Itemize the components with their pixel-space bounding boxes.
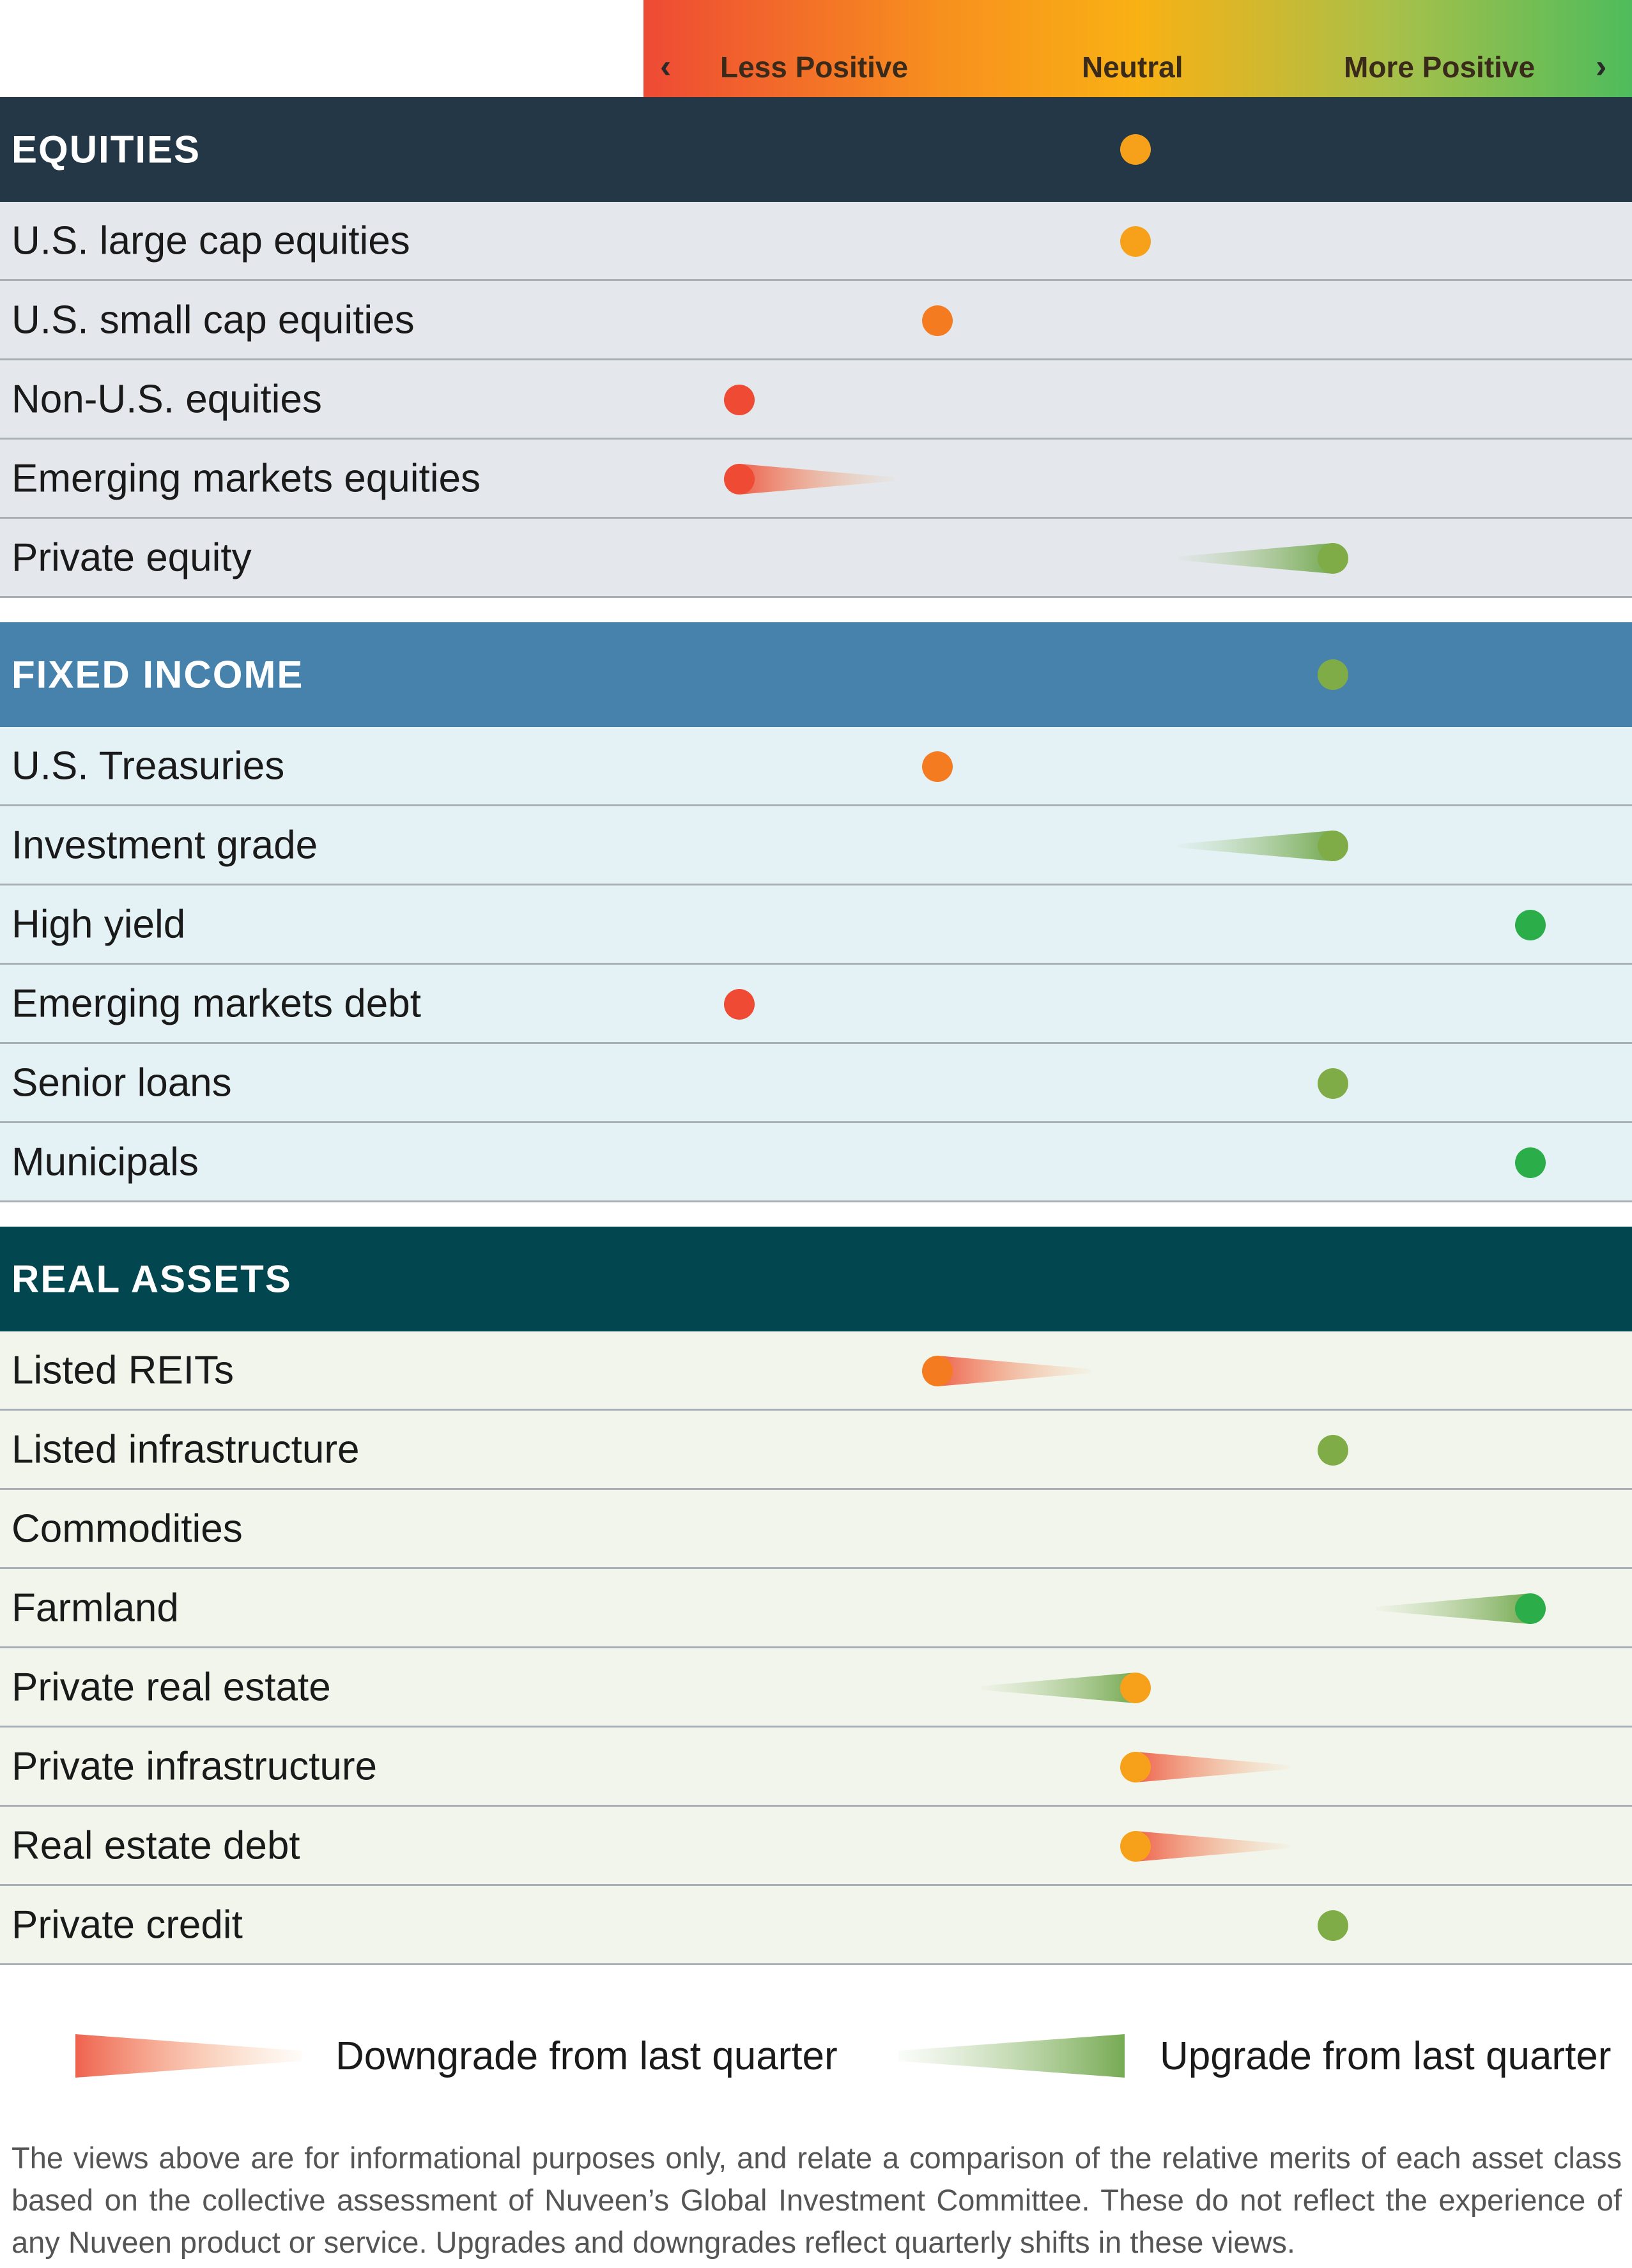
asset-class-label: U.S. small cap equities <box>12 298 415 342</box>
upgrade-legend-icon <box>898 2034 1125 2078</box>
table-row: Real estate debt <box>0 1807 1632 1886</box>
table-row: Non-U.S. equities <box>0 360 1632 440</box>
scale-label-more-positive: More Positive <box>1344 50 1536 84</box>
equities-section-header: EQUITIES <box>0 97 1632 202</box>
asset-class-label: Non-U.S. equities <box>12 377 322 421</box>
asset-class-label: U.S. Treasuries <box>12 744 285 788</box>
asset-class-label: Emerging markets debt <box>12 981 421 1025</box>
scale-label-less-positive: Less Positive <box>720 50 909 84</box>
asset-class-label: Investment grade <box>12 823 318 867</box>
asset-class-label: Senior loans <box>12 1061 232 1105</box>
asset-class-label: Private equity <box>12 535 252 579</box>
table-row: Emerging markets equities <box>0 440 1632 519</box>
fixed-income-section-header: FIXED INCOME <box>0 622 1632 727</box>
asset-class-label: Listed infrastructure <box>12 1427 360 1471</box>
table-row: Private credit <box>0 1886 1632 1965</box>
table-row: Senior loans <box>0 1044 1632 1123</box>
asset-class-label: Emerging markets equities <box>12 456 481 500</box>
asset-class-label: Municipals <box>12 1140 199 1184</box>
disclaimer-footnote: The views above are for informational pu… <box>12 2141 1622 2259</box>
scale-label-neutral: Neutral <box>1082 50 1183 84</box>
table-row: Private equity <box>0 519 1632 598</box>
section-title: EQUITIES <box>12 128 201 171</box>
real-assets-section-header: REAL ASSETS <box>0 1227 1632 1331</box>
asset-class-label: Private infrastructure <box>12 1744 377 1788</box>
asset-class-label: Private real estate <box>12 1665 331 1709</box>
table-row: Listed infrastructure <box>0 1411 1632 1490</box>
table-row: Emerging markets debt <box>0 965 1632 1044</box>
table-row: U.S. large cap equities <box>0 202 1632 281</box>
chevron-right-icon: › <box>1596 48 1607 85</box>
table-row: U.S. Treasuries <box>0 727 1632 806</box>
table-row: Private real estate <box>0 1648 1632 1728</box>
asset-class-label: U.S. large cap equities <box>12 218 410 263</box>
asset-class-label: Listed REITs <box>12 1348 235 1392</box>
section-title: FIXED INCOME <box>12 653 304 696</box>
table-row: Investment grade <box>0 806 1632 885</box>
asset-class-label: Commodities <box>12 1506 243 1551</box>
legend-downgrade-label: Downgrade from last quarter <box>335 2034 838 2078</box>
table-row: Farmland <box>0 1569 1632 1648</box>
asset-class-label: Farmland <box>12 1586 179 1630</box>
table-row: Private infrastructure <box>0 1728 1632 1807</box>
legend-upgrade-label: Upgrade from last quarter <box>1160 2034 1612 2078</box>
table-row: High yield <box>0 885 1632 965</box>
asset-class-label: High yield <box>12 902 186 946</box>
table-row: U.S. small cap equities <box>0 281 1632 360</box>
asset-class-label: Private credit <box>12 1903 243 1947</box>
chevron-left-icon: ‹ <box>660 48 672 85</box>
downgrade-legend-icon <box>75 2034 302 2078</box>
table-row: Commodities <box>0 1490 1632 1569</box>
table-row: Municipals <box>0 1123 1632 1202</box>
section-title: REAL ASSETS <box>12 1257 292 1301</box>
sentiment-scale-bar: ‹ Less Positive Neutral More Positive › <box>643 0 1632 97</box>
asset-class-label: Real estate debt <box>12 1823 300 1867</box>
table-row: Listed REITs <box>0 1331 1632 1411</box>
